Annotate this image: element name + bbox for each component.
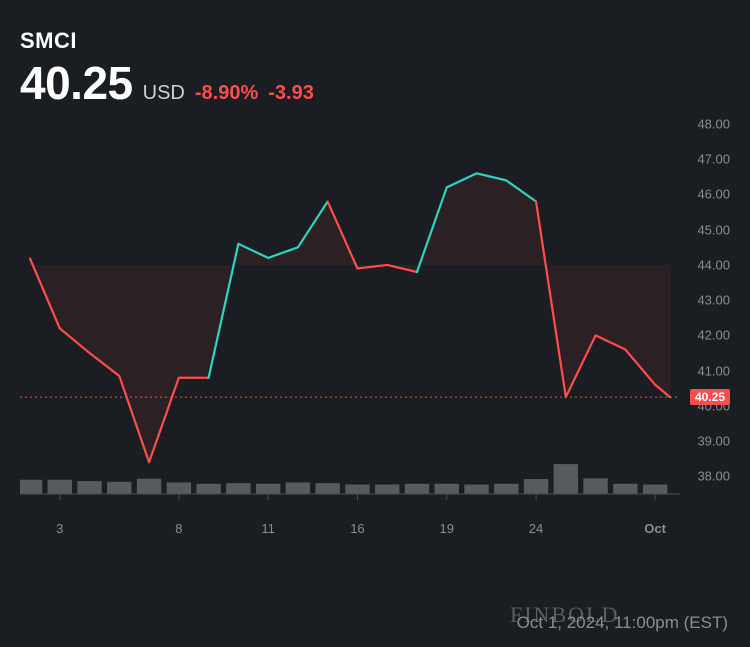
y-axis-tick: 46.00 (697, 187, 730, 202)
chart-svg (20, 124, 730, 544)
y-axis-tick: 45.00 (697, 222, 730, 237)
header: SMCI 40.25 USD -8.90% -3.93 (20, 28, 730, 110)
x-axis-tick: 8 (175, 521, 182, 536)
y-axis-tick: 41.00 (697, 363, 730, 378)
y-axis-tick: 42.00 (697, 328, 730, 343)
y-axis-tick: 44.00 (697, 257, 730, 272)
y-axis-tick: 43.00 (697, 293, 730, 308)
change-absolute: -3.93 (268, 82, 314, 105)
x-axis-tick: 11 (261, 521, 275, 536)
price-value: 40.25 (20, 56, 133, 110)
y-axis-tick: 39.00 (697, 434, 730, 449)
x-axis-tick: 3 (56, 521, 63, 536)
x-axis-tick: 16 (350, 521, 364, 536)
x-axis-tick: 19 (440, 521, 454, 536)
y-axis-tick: 47.00 (697, 152, 730, 167)
timestamp-label: Oct 1, 2024, 11:00pm (EST) (517, 613, 728, 633)
ticker-symbol: SMCI (20, 28, 730, 54)
chart-card: SMCI 40.25 USD -8.90% -3.93 38.00 39.00 40… (0, 0, 750, 647)
price-row: 40.25 USD -8.90% -3.93 (20, 56, 730, 110)
current-price-badge: 40.25 (690, 389, 730, 405)
y-axis-tick: 38.00 (697, 469, 730, 484)
y-axis-tick: 48.00 (697, 117, 730, 132)
x-axis-tick: 24 (529, 521, 543, 536)
price-chart[interactable]: 38.0039.0040.0041.0042.0043.0044.0045.00… (20, 124, 730, 564)
x-axis-tick: Oct (644, 521, 666, 536)
change-percent: -8.90% (195, 82, 258, 105)
currency-label: USD (143, 82, 185, 105)
